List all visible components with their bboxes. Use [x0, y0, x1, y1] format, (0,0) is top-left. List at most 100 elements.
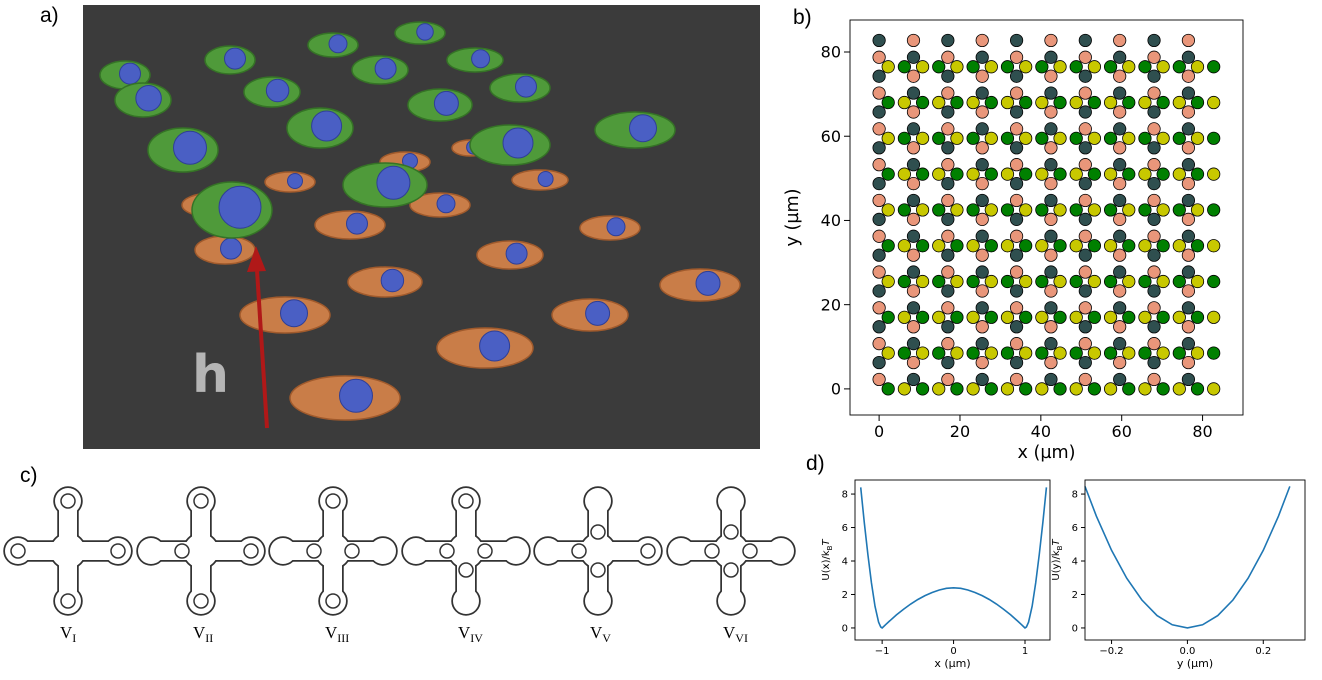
point: [1045, 70, 1057, 82]
point: [1139, 168, 1151, 180]
point: [1088, 383, 1100, 395]
particle: [459, 494, 473, 508]
point: [1148, 70, 1160, 82]
point: [1010, 337, 1022, 349]
point: [1123, 204, 1135, 216]
point: [976, 106, 988, 118]
point: [942, 51, 954, 63]
point: [882, 275, 894, 287]
point: [1054, 275, 1066, 287]
point: [1123, 275, 1135, 287]
point: [1010, 106, 1022, 118]
point: [1070, 240, 1082, 252]
point: [1054, 383, 1066, 395]
point: [873, 337, 885, 349]
point: [898, 204, 910, 216]
point: [1148, 266, 1160, 278]
point: [898, 347, 910, 359]
point: [1113, 337, 1125, 349]
point: [942, 230, 954, 242]
point: [1182, 373, 1194, 385]
point: [1104, 275, 1116, 287]
point: [1010, 34, 1022, 46]
point: [1104, 383, 1116, 395]
point: [1182, 266, 1194, 278]
point: [907, 213, 919, 225]
point: [1148, 337, 1160, 349]
y-tick-label: 2: [842, 590, 848, 601]
nucleus: [480, 331, 510, 361]
point: [1104, 61, 1116, 73]
point: [1139, 132, 1151, 144]
nucleus: [586, 301, 610, 325]
particle: [572, 544, 586, 558]
nucleus: [225, 48, 246, 69]
x-tick-label: −1: [875, 646, 890, 657]
point: [985, 347, 997, 359]
point: [985, 96, 997, 108]
x-tick-label: 0: [874, 422, 884, 441]
point: [1113, 123, 1125, 135]
vertex-label: VV: [590, 623, 611, 645]
point: [1191, 168, 1203, 180]
point: [1139, 275, 1151, 287]
point: [1104, 311, 1116, 323]
point: [1079, 70, 1091, 82]
vertex-diagram: [668, 488, 794, 614]
point: [1036, 347, 1048, 359]
point: [1079, 194, 1091, 206]
trap-end: [718, 488, 744, 514]
point: [916, 347, 928, 359]
point: [1045, 194, 1057, 206]
point: [967, 240, 979, 252]
point: [1182, 177, 1194, 189]
point: [1079, 321, 1091, 333]
point: [1010, 373, 1022, 385]
point: [1019, 347, 1031, 359]
point: [1123, 96, 1135, 108]
y-tick-label: 6: [842, 523, 848, 534]
point: [1010, 230, 1022, 242]
point: [1019, 132, 1031, 144]
point: [942, 213, 954, 225]
point: [1070, 96, 1082, 108]
x-tick-label: −0.2: [1099, 646, 1123, 657]
point: [1088, 204, 1100, 216]
point: [1157, 96, 1169, 108]
point: [1036, 168, 1048, 180]
panel-label: d): [806, 452, 825, 475]
vertex-diagram: [270, 488, 396, 614]
point: [1079, 285, 1091, 297]
point: [1019, 96, 1031, 108]
point: [1019, 311, 1031, 323]
point: [1182, 123, 1194, 135]
point: [1182, 106, 1194, 118]
vertex-label: VII: [193, 623, 213, 645]
point: [1182, 87, 1194, 99]
point: [951, 96, 963, 108]
point: [1079, 123, 1091, 135]
nucleus: [377, 166, 410, 199]
particle: [111, 544, 125, 558]
point: [1104, 168, 1116, 180]
point: [1079, 213, 1091, 225]
point: [1148, 230, 1160, 242]
point: [1113, 194, 1125, 206]
point: [976, 87, 988, 99]
point: [1088, 275, 1100, 287]
point: [1001, 240, 1013, 252]
y-tick-label: 0: [831, 379, 841, 398]
point: [976, 302, 988, 314]
point: [898, 383, 910, 395]
particle: [11, 544, 25, 558]
point: [1054, 311, 1066, 323]
point: [1010, 285, 1022, 297]
point: [985, 275, 997, 287]
point: [1139, 96, 1151, 108]
point: [976, 194, 988, 206]
point: [907, 230, 919, 242]
point: [898, 240, 910, 252]
y-tick-label: 4: [842, 557, 848, 568]
nucleus: [630, 115, 657, 142]
point: [873, 373, 885, 385]
